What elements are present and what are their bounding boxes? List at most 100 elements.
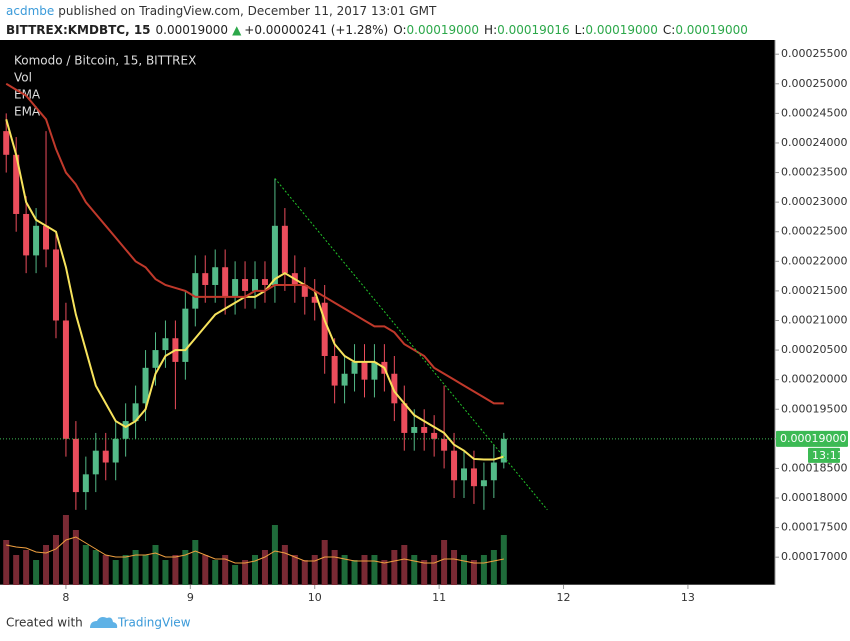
volume-bar bbox=[212, 560, 219, 585]
footer-brand: TradingView bbox=[117, 616, 191, 630]
candle-body bbox=[112, 438, 119, 463]
candle-body bbox=[232, 279, 239, 297]
volume-bar bbox=[461, 555, 468, 585]
publish-info: published on TradingView.com, December 1… bbox=[58, 4, 437, 18]
volume-bar bbox=[480, 555, 487, 585]
y-tick-label: 0.00019500 bbox=[781, 402, 847, 415]
volume-bar bbox=[401, 545, 408, 585]
volume-ma bbox=[6, 536, 504, 564]
volume-bar bbox=[72, 530, 79, 585]
candle-body bbox=[13, 154, 20, 214]
candle-body bbox=[212, 267, 219, 285]
y-tick-label: 0.00025500 bbox=[781, 47, 847, 60]
volume-bar bbox=[172, 555, 179, 585]
candle-body bbox=[361, 361, 368, 380]
symbol-line: BITTREX:KMDBTC, 15 0.00019000 ▲ +0.00000241… bbox=[6, 23, 748, 37]
candle-body bbox=[341, 373, 348, 386]
y-tick-label: 0.00022500 bbox=[781, 225, 847, 238]
chart-title: Komodo / Bitcoin, 15, BITTREX bbox=[14, 54, 196, 68]
candle-body bbox=[321, 302, 328, 356]
volume-bar bbox=[441, 540, 448, 585]
y-tick-label: 0.00021500 bbox=[781, 284, 847, 297]
price-tag-label: 0.00019000 bbox=[780, 432, 846, 445]
change-arrow: ▲ bbox=[232, 23, 242, 37]
candle-body bbox=[441, 438, 448, 451]
y-tick-label: 0.00025000 bbox=[781, 77, 847, 90]
ohlc-label: C: bbox=[663, 23, 675, 37]
candle-body bbox=[391, 373, 398, 404]
volume-bar bbox=[132, 550, 139, 585]
volume-bar bbox=[361, 555, 368, 585]
volume-bar bbox=[232, 565, 239, 585]
ema-line bbox=[5, 119, 505, 461]
y-tick-label: 0.00018000 bbox=[781, 491, 847, 504]
candle-body bbox=[490, 462, 497, 481]
ohlc-label: O: bbox=[393, 23, 406, 37]
ohlc-value: 0.00019016 bbox=[497, 23, 570, 37]
candle-body bbox=[421, 427, 428, 433]
candle-body bbox=[142, 367, 149, 404]
logo bbox=[90, 617, 118, 628]
candle-body bbox=[122, 421, 129, 439]
candle-body bbox=[33, 225, 40, 256]
candle-body bbox=[461, 468, 468, 481]
y-tick-label: 0.00024000 bbox=[781, 136, 847, 149]
candle-body bbox=[271, 225, 278, 285]
volume-bar bbox=[152, 545, 159, 585]
volume-bar bbox=[192, 540, 199, 585]
volume-bar bbox=[142, 555, 149, 585]
volume-bar bbox=[162, 560, 169, 585]
candle-body bbox=[222, 267, 229, 297]
volume-bar bbox=[3, 540, 10, 585]
footer-text: Created with bbox=[6, 616, 83, 630]
candle-body bbox=[470, 468, 477, 487]
symbol: BITTREX:KMDBTC, 15 bbox=[6, 23, 151, 37]
ohlc-label: H: bbox=[484, 23, 497, 37]
volume-bar bbox=[43, 545, 50, 585]
x-tick-label: 8 bbox=[62, 591, 69, 604]
volume-bar bbox=[321, 540, 328, 585]
volume-bar bbox=[222, 555, 229, 585]
candle-body bbox=[152, 350, 159, 368]
candle-body bbox=[281, 225, 288, 274]
volume-bar bbox=[92, 550, 99, 585]
volume-bar bbox=[261, 550, 268, 585]
candle-body bbox=[62, 320, 69, 439]
volume-bar bbox=[52, 535, 59, 585]
volume-bar bbox=[490, 550, 497, 585]
volume-bar bbox=[470, 560, 477, 585]
candle-body bbox=[182, 308, 189, 362]
ema-line bbox=[5, 82, 504, 405]
y-tick-label: 0.00017500 bbox=[781, 521, 847, 534]
volume-bar bbox=[182, 550, 189, 585]
x-tick-label: 11 bbox=[432, 591, 446, 604]
candle-body bbox=[431, 432, 438, 439]
volume-bar bbox=[301, 560, 308, 585]
price-tag bbox=[776, 430, 848, 447]
candle-body bbox=[301, 284, 308, 297]
y-tick-label: 0.00022000 bbox=[781, 254, 847, 267]
candle-body bbox=[102, 450, 109, 463]
y-tick-label: 0.00023500 bbox=[781, 166, 847, 179]
y-tick-label: 0.00021000 bbox=[781, 313, 847, 326]
publish-line: acdmbe published on TradingView.com, Dece… bbox=[6, 4, 437, 18]
volume-bar bbox=[351, 560, 358, 585]
last-price: 0.00019000 bbox=[156, 23, 229, 37]
candle-body bbox=[371, 361, 378, 380]
author: acdmbe bbox=[6, 4, 54, 18]
volume-bar bbox=[381, 560, 388, 585]
legend-entry: EMA bbox=[14, 105, 41, 119]
candle-body bbox=[52, 249, 59, 321]
volume-bar bbox=[13, 555, 20, 585]
candle-body bbox=[192, 273, 199, 309]
candle-body bbox=[480, 480, 487, 487]
volume-bar bbox=[431, 555, 438, 585]
volume-bar bbox=[23, 550, 30, 585]
time-axis bbox=[0, 585, 775, 610]
x-tick-label: 9 bbox=[187, 591, 194, 604]
candle-body bbox=[242, 279, 249, 291]
candle-body bbox=[202, 273, 209, 285]
volume-bar bbox=[252, 555, 259, 585]
